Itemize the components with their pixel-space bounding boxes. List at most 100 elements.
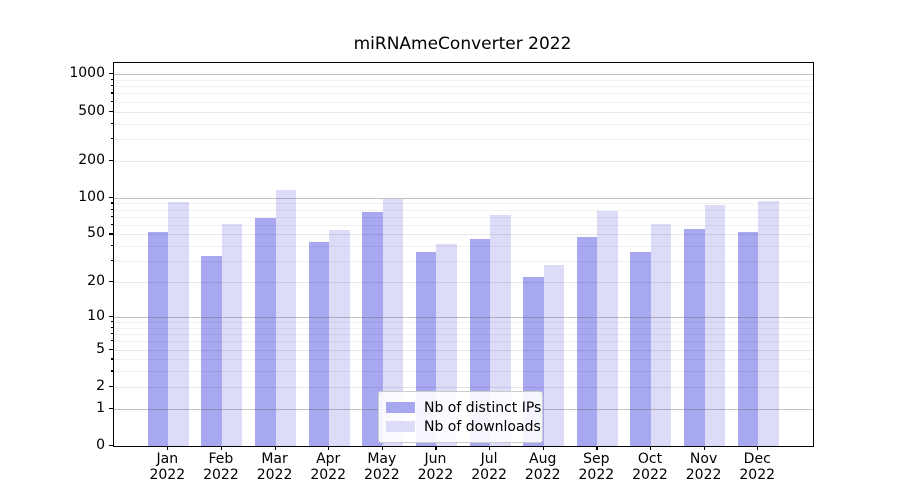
ytick-minor-mark	[110, 85, 113, 87]
minor-gridline	[114, 216, 813, 218]
bar-mar-downloads	[275, 189, 297, 446]
xtick-label-dec: Dec 2022	[739, 451, 776, 483]
ytick-minor-mark	[110, 100, 113, 102]
xtick-label-feb: Feb 2022	[203, 451, 239, 483]
major-gridline	[114, 234, 813, 236]
ytick-mark	[109, 110, 113, 112]
bar-nov-downloads	[704, 204, 726, 446]
ytick-minor-mark	[110, 370, 113, 372]
minor-gridline	[114, 203, 813, 205]
xtick-label-mar: Mar 2022	[256, 451, 293, 483]
major-gridline	[114, 74, 813, 76]
xtick-label-jul: Jul 2022	[471, 451, 507, 483]
ytick-mark	[109, 196, 113, 198]
minor-gridline	[114, 224, 813, 226]
ytick-label: 5	[96, 340, 105, 357]
minor-gridline	[114, 101, 813, 103]
ytick-mark	[109, 315, 113, 318]
ytick-mark	[109, 281, 113, 283]
xtick-mark	[435, 446, 437, 450]
bar-dec-downloads	[758, 201, 779, 446]
minor-gridline	[114, 334, 813, 336]
xtick-mark	[542, 446, 544, 450]
plot-area	[113, 62, 814, 447]
bar-mar-distinct-ips	[255, 218, 276, 446]
minor-gridline	[114, 341, 813, 343]
ytick-minor-mark	[110, 78, 113, 81]
ytick-label: 100	[78, 188, 105, 205]
legend: Nb of distinct IPs Nb of downloads	[378, 391, 543, 443]
minor-gridline	[114, 261, 813, 263]
xtick-label-jan: Jan 2022	[149, 451, 186, 483]
xtick-mark	[489, 446, 491, 450]
xtick-mark	[220, 446, 223, 450]
ytick-label: 500	[78, 102, 105, 119]
ytick-label: 1	[96, 399, 105, 416]
bar-oct-downloads	[650, 223, 672, 446]
ytick-minor-mark	[110, 223, 113, 226]
minor-gridline	[114, 79, 813, 81]
major-gridline	[114, 282, 813, 284]
xtick-label-apr: Apr 2022	[310, 451, 346, 483]
xtick-label-nov: Nov 2022	[685, 451, 722, 483]
ytick-minor-mark	[110, 340, 113, 342]
ytick-mark	[109, 385, 113, 388]
xtick-mark	[381, 446, 383, 450]
legend-label-downloads: Nb of downloads	[424, 418, 541, 435]
chart-title: miRNAmeConverter 2022	[353, 34, 572, 54]
legend-row: Nb of downloads	[386, 417, 541, 436]
legend-swatch-downloads	[386, 421, 415, 432]
xtick-mark	[328, 446, 330, 450]
major-gridline	[114, 316, 813, 318]
xtick-label-sep: Sep 2022	[578, 451, 615, 483]
bar-sep-distinct-ips	[576, 236, 598, 446]
bar-feb-downloads	[221, 223, 243, 446]
minor-gridline	[114, 86, 813, 88]
bar-jan-distinct-ips	[147, 232, 169, 446]
ytick-mark	[109, 73, 113, 75]
major-gridline	[114, 349, 813, 351]
minor-gridline	[114, 322, 813, 324]
ytick-minor-mark	[110, 122, 113, 124]
xtick-mark	[596, 446, 598, 450]
xtick-mark	[649, 446, 652, 450]
ytick-minor-mark	[110, 137, 113, 140]
legend-row: Nb of distinct IPs	[386, 398, 541, 417]
minor-gridline	[114, 327, 813, 329]
bar-sep-downloads	[597, 210, 618, 446]
xtick-mark	[757, 446, 759, 450]
ytick-mark	[109, 407, 113, 409]
ytick-mark	[109, 233, 113, 235]
ytick-minor-mark	[110, 333, 113, 335]
bar-dec-distinct-ips	[737, 232, 759, 446]
bar-aug-downloads	[543, 264, 565, 446]
bar-nov-distinct-ips	[684, 229, 705, 446]
minor-gridline	[114, 123, 813, 125]
bar-jul-downloads	[490, 215, 511, 446]
bar-may-distinct-ips	[362, 211, 383, 446]
bar-apr-downloads	[329, 230, 350, 446]
xtick-mark	[167, 446, 169, 450]
ytick-minor-mark	[110, 92, 113, 94]
bar-may-downloads	[382, 198, 404, 446]
legend-label-distinct-ips: Nb of distinct IPs	[424, 399, 542, 416]
minor-gridline	[114, 93, 813, 95]
ytick-minor-mark	[110, 260, 113, 262]
ytick-label: 2	[96, 377, 105, 394]
xtick-label-jun: Jun 2022	[417, 451, 454, 483]
bar-feb-distinct-ips	[201, 256, 222, 446]
ytick-label: 20	[87, 273, 105, 290]
xtick-label-aug: Aug 2022	[524, 451, 561, 483]
ytick-mark	[109, 159, 113, 161]
ytick-label: 200	[78, 151, 105, 168]
xtick-label-may: May 2022	[363, 451, 400, 483]
minor-gridline	[114, 138, 813, 140]
ytick-label: 50	[87, 225, 105, 242]
ytick-label: 0	[96, 437, 105, 453]
bar-apr-distinct-ips	[308, 242, 330, 446]
major-gridline	[114, 160, 813, 162]
ytick-minor-mark	[110, 215, 113, 217]
xtick-label-oct: Oct 2022	[632, 451, 668, 483]
ytick-minor-mark	[110, 358, 113, 360]
major-gridline	[114, 386, 813, 388]
